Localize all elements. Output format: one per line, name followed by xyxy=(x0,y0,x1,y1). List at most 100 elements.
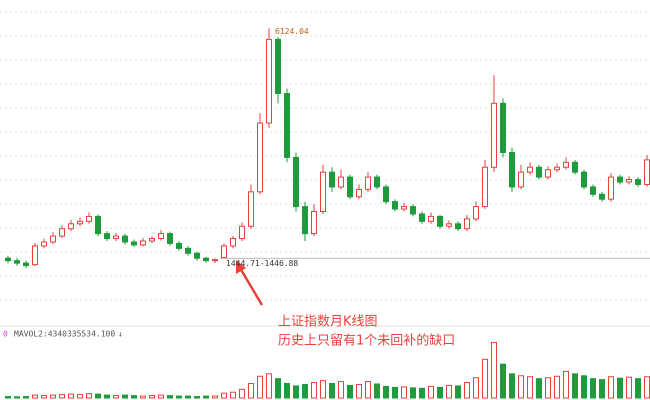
candle-body xyxy=(221,245,227,259)
candle-body xyxy=(401,206,407,210)
candle-body xyxy=(356,188,362,198)
volume-bar xyxy=(509,373,515,399)
candle-body xyxy=(86,215,92,222)
volume-bar xyxy=(644,376,650,399)
volume-bar xyxy=(401,386,407,399)
volume-bar xyxy=(95,393,101,399)
candle-body xyxy=(428,215,434,222)
volume-bar xyxy=(338,381,344,399)
volume-bar xyxy=(68,393,74,399)
annotation: 上证指数月K线图 xyxy=(278,315,378,330)
volume-bar xyxy=(383,385,389,399)
volume-bar xyxy=(392,386,398,399)
volume-bar xyxy=(5,396,11,399)
volume-bar xyxy=(59,394,65,399)
candle-body xyxy=(347,176,353,198)
volume-bar xyxy=(311,382,317,399)
volume-bar xyxy=(554,375,560,399)
volume-bar xyxy=(50,394,56,399)
candle-body xyxy=(455,223,461,230)
candle-body xyxy=(329,171,335,188)
candle-body xyxy=(32,245,38,266)
candle-body xyxy=(5,257,11,262)
candle-body xyxy=(374,176,380,188)
candle-body xyxy=(563,161,569,168)
volume-bar xyxy=(455,385,461,399)
volume-header: MAVOL2:4340335534.100 xyxy=(14,330,115,339)
candle-body xyxy=(338,176,344,188)
volume-bar xyxy=(122,394,128,399)
candle-body xyxy=(518,171,524,188)
volume-bar xyxy=(14,396,20,399)
candle-body xyxy=(122,235,128,243)
candle-body xyxy=(572,161,578,173)
grid xyxy=(0,11,650,301)
candle-body xyxy=(275,38,281,94)
volume-bar xyxy=(293,385,299,399)
candle-body xyxy=(230,238,236,247)
candle-body xyxy=(410,206,416,215)
candle-body xyxy=(203,257,209,262)
volume-bar xyxy=(113,395,119,399)
volume-bar xyxy=(230,391,236,399)
candle-body xyxy=(527,166,533,173)
candle-body xyxy=(149,238,155,242)
candle-body xyxy=(599,193,605,200)
candle-body xyxy=(482,166,488,208)
volume-bar xyxy=(248,383,254,399)
volume-bar xyxy=(347,384,353,399)
candle-body xyxy=(266,38,272,124)
candle-body xyxy=(257,122,263,193)
candle-body xyxy=(590,186,596,195)
volume-bar xyxy=(275,378,281,399)
volume-bar xyxy=(302,383,308,399)
volume-bar xyxy=(419,387,425,399)
candle-body xyxy=(437,215,443,227)
volume-bar xyxy=(23,396,29,399)
volume-bar xyxy=(167,395,173,399)
candle-body xyxy=(140,240,146,246)
candle-body xyxy=(167,233,173,244)
volume-bar xyxy=(221,392,227,399)
volume-bar xyxy=(590,378,596,399)
candle-body xyxy=(77,220,83,225)
candle-body xyxy=(320,171,326,213)
volume-header: 0 xyxy=(3,330,8,339)
candle-body xyxy=(113,235,119,240)
candle-body xyxy=(509,152,515,188)
volume-bar xyxy=(608,376,614,399)
volume-bar xyxy=(482,358,488,399)
candle-body xyxy=(131,241,137,246)
volume-bar xyxy=(581,375,587,399)
volume-bar xyxy=(203,395,209,399)
volume-bar xyxy=(86,393,92,399)
volume-bar xyxy=(626,376,632,399)
candle-body xyxy=(158,233,164,240)
candle-body xyxy=(608,176,614,200)
volume-bar xyxy=(140,395,146,399)
volume-bar xyxy=(158,394,164,399)
candle-body xyxy=(491,102,497,168)
volume-bar xyxy=(599,379,605,399)
volume-bar xyxy=(428,385,434,399)
volume-bar xyxy=(563,370,569,399)
candle-body xyxy=(545,169,551,178)
volume-bar xyxy=(257,375,263,399)
candle-body xyxy=(392,201,398,210)
volume-bar xyxy=(500,363,506,399)
gap-label: 1444.71-1446.88 xyxy=(226,259,298,268)
volume-bar xyxy=(41,395,47,399)
candle-body xyxy=(293,156,299,208)
volume-bar xyxy=(617,377,623,399)
volume-bar xyxy=(176,395,182,399)
candle-body xyxy=(284,93,290,158)
candle-body xyxy=(302,206,308,235)
candle-body xyxy=(365,176,371,190)
candle-body xyxy=(50,235,56,243)
volume-bar xyxy=(212,395,218,399)
candle-body xyxy=(212,259,218,262)
candle-body xyxy=(185,247,191,254)
candle-body xyxy=(581,171,587,188)
volume-bar xyxy=(320,380,326,399)
